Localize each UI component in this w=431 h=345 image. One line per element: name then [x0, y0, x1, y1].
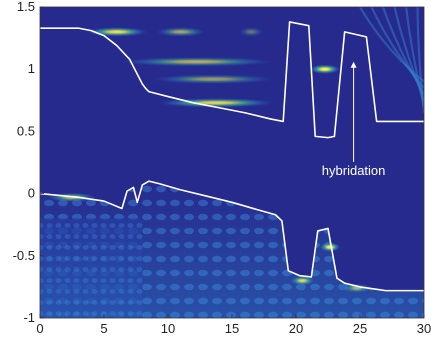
heat-spot — [155, 26, 207, 37]
y-axis: -1 -0.5 0 0.5 1 1.5 — [13, 0, 44, 325]
heat-spot — [319, 242, 341, 253]
x-tick-label: 20 — [289, 321, 303, 336]
heat-spot — [148, 74, 277, 85]
x-tick-label: 0 — [36, 321, 43, 336]
x-tick-label: 25 — [353, 321, 367, 336]
annotation-label: hybridation — [322, 163, 386, 178]
annotation-layer: hybridation — [322, 61, 386, 178]
upper-right-fringe — [359, 7, 424, 83]
upper-right-fringe — [404, 7, 424, 107]
upper-right-fringe — [370, 7, 424, 89]
y-tick-label: 1.5 — [17, 0, 35, 14]
annotation-arrow-head — [350, 61, 357, 68]
series-line — [40, 180, 424, 292]
y-tick-label: 1 — [28, 61, 35, 76]
band-lines — [40, 21, 424, 292]
heat-spot — [238, 26, 264, 37]
y-tick-label: 0 — [28, 186, 35, 201]
lower-band-glow — [40, 181, 424, 318]
upper-right-fringe — [382, 7, 424, 95]
y-tick-label: -1 — [23, 310, 35, 325]
x-tick-label: 15 — [225, 321, 239, 336]
x-tick-label: 5 — [100, 321, 107, 336]
heat-spot — [289, 275, 316, 286]
heat-spot — [340, 283, 373, 294]
upper-right-fringe — [393, 7, 424, 101]
heatmap-texture — [40, 7, 424, 318]
series-line — [40, 21, 424, 139]
upper-right-fringe — [416, 7, 424, 113]
heat-spot — [155, 97, 277, 108]
x-tick-label: 10 — [161, 321, 175, 336]
heat-spot — [308, 64, 341, 75]
y-tick-label: -0.5 — [13, 248, 35, 263]
plot-area — [39, 6, 425, 319]
x-axis: 0 5 10 15 20 25 30 — [36, 314, 431, 336]
y-tick-label: 0.5 — [17, 123, 35, 138]
x-tick-label: 30 — [417, 321, 431, 336]
heat-spot — [116, 56, 277, 67]
heatmap-spots — [46, 26, 373, 294]
